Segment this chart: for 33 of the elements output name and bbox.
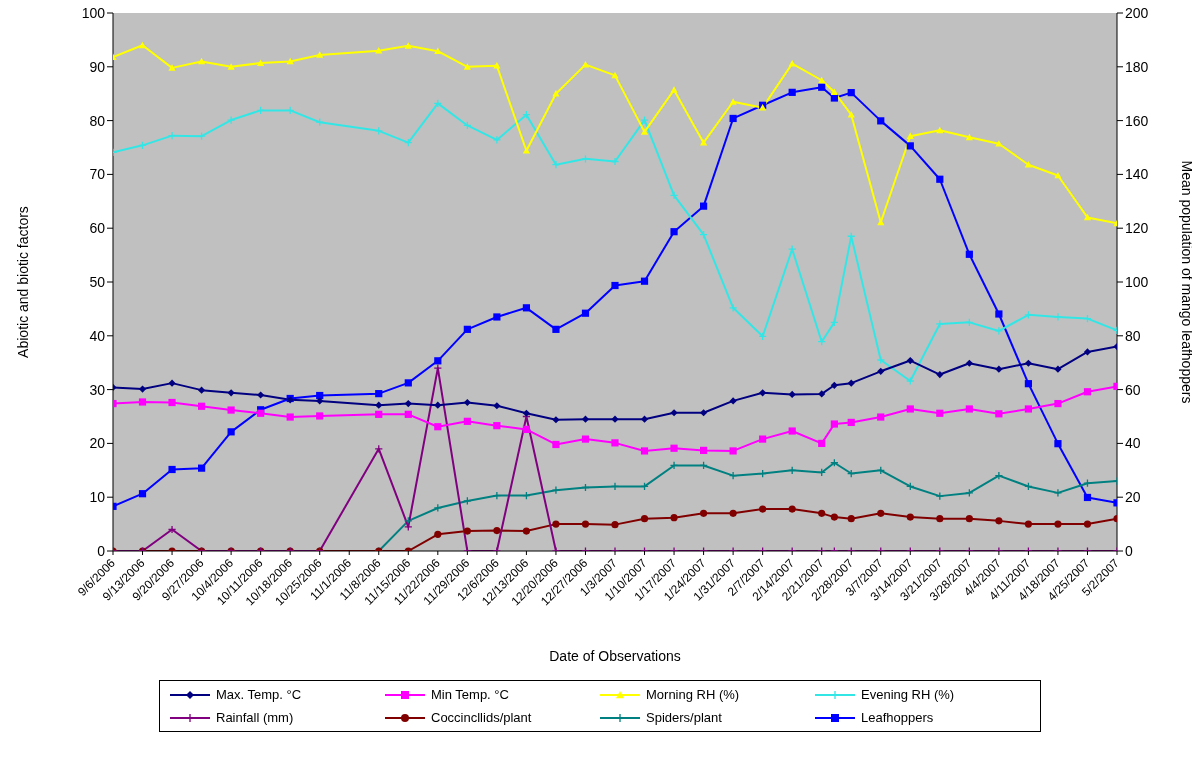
y2-axis-title: Mean population of mango leafhoppers bbox=[1179, 160, 1196, 404]
y-tick-label: 50 bbox=[89, 273, 106, 290]
y-tick-label: 80 bbox=[89, 112, 106, 129]
y2-tick-label: 160 bbox=[1125, 112, 1149, 129]
y-tick-label: 10 bbox=[89, 489, 106, 506]
y-tick-label: 60 bbox=[89, 220, 106, 237]
y2-tick-label: 40 bbox=[1125, 435, 1141, 452]
y2-tick-label: 100 bbox=[1125, 273, 1149, 290]
y2-tick-label: 0 bbox=[1125, 542, 1133, 559]
y-tick-label: 40 bbox=[89, 327, 106, 344]
y-tick-label: 0 bbox=[97, 542, 106, 559]
y2-tick-label: 120 bbox=[1125, 220, 1149, 237]
x-axis-title: Date of Observations bbox=[549, 648, 681, 664]
y2-tick-label: 180 bbox=[1125, 58, 1149, 75]
y-tick-label: 20 bbox=[89, 435, 106, 452]
legend-label: Coccincllids/plant bbox=[431, 710, 532, 725]
y-axis-title: Abiotic and biotic factors bbox=[14, 206, 31, 358]
legend-label: Evening RH (%) bbox=[861, 687, 955, 702]
y2-tick-label: 20 bbox=[1125, 489, 1141, 506]
legend-label: Morning RH (%) bbox=[646, 687, 740, 702]
y2-tick-label: 60 bbox=[1125, 381, 1141, 398]
y-tick-label: 90 bbox=[89, 58, 106, 75]
y2-tick-label: 200 bbox=[1125, 4, 1149, 21]
y-tick-label: 70 bbox=[89, 166, 106, 183]
y2-tick-label: 140 bbox=[1125, 166, 1149, 183]
legend-label: Max. Temp. °C bbox=[216, 687, 302, 702]
y2-tick-label: 80 bbox=[1125, 327, 1141, 344]
legend-label: Spiders/plant bbox=[646, 710, 722, 725]
legend-label: Rainfall (mm) bbox=[216, 710, 294, 725]
y-tick-label: 30 bbox=[89, 381, 106, 398]
legend-label: Leafhoppers bbox=[861, 710, 934, 725]
legend-label: Min Temp. °C bbox=[431, 687, 509, 702]
y-tick-label: 100 bbox=[81, 4, 106, 21]
